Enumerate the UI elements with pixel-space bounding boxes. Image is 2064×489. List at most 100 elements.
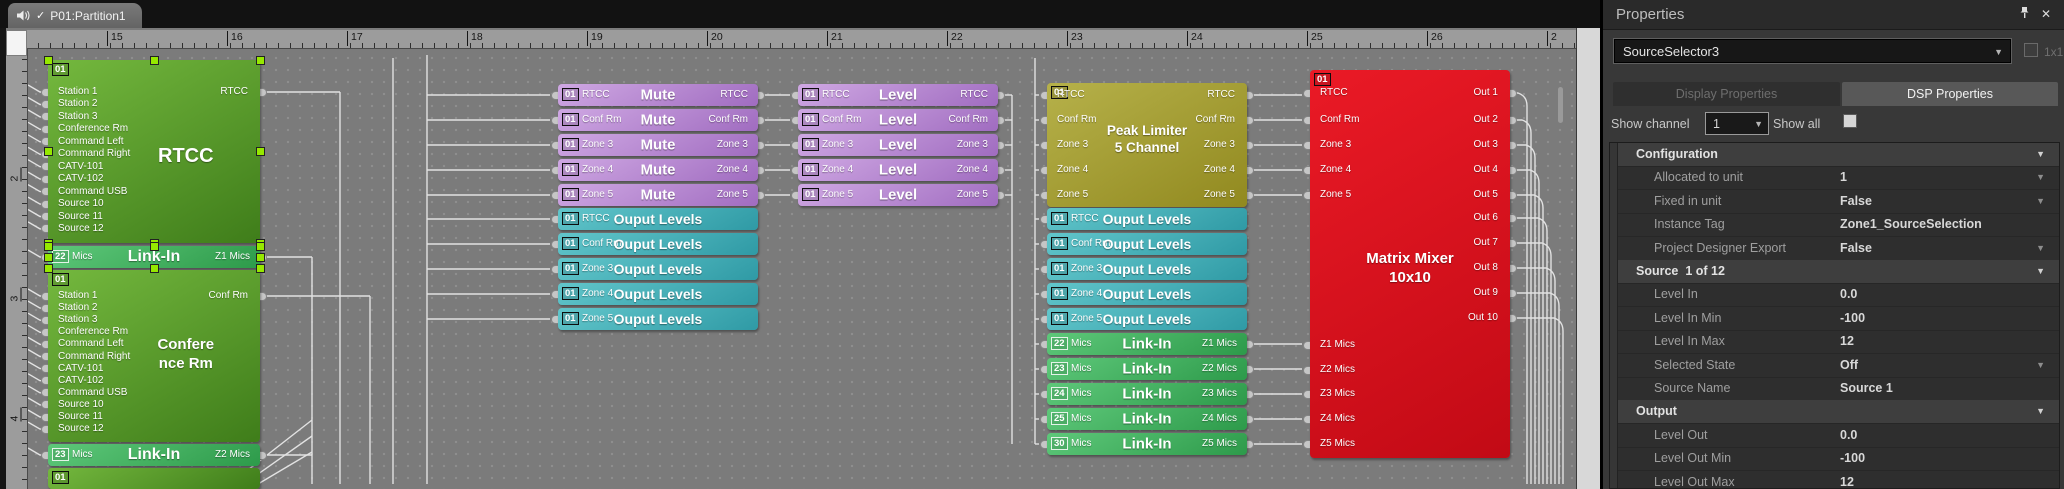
- input-port[interactable]: [1040, 190, 1047, 200]
- input-port[interactable]: [41, 376, 48, 386]
- input-port[interactable]: [41, 124, 48, 134]
- property-value[interactable]: 0.0: [1840, 428, 1858, 442]
- output-port[interactable]: [1247, 165, 1254, 175]
- input-port[interactable]: [41, 327, 48, 337]
- input-port[interactable]: [41, 99, 48, 109]
- output-port[interactable]: [1510, 165, 1517, 175]
- input-port[interactable]: [1303, 389, 1310, 399]
- input-port[interactable]: [41, 87, 48, 97]
- tab-dsp-properties[interactable]: DSP Properties: [1842, 82, 2058, 106]
- block-linkin-r-z5[interactable]: 30 Mics Z5 Mics Link-In: [1047, 433, 1247, 455]
- output-port[interactable]: [1510, 288, 1517, 298]
- property-section-header[interactable]: Source 1 of 12 ▼: [1618, 260, 2059, 284]
- block-mute-zone3[interactable]: 01 Zone 3 Zone 3 Mute: [558, 134, 758, 156]
- selection-handle[interactable]: [255, 252, 265, 262]
- 1x1-checkbox[interactable]: [2024, 43, 2038, 57]
- output-port[interactable]: [998, 140, 1005, 150]
- chevron-down-icon[interactable]: ▼: [2036, 360, 2045, 370]
- chevron-down-icon[interactable]: ▼: [2036, 149, 2045, 159]
- output-port[interactable]: [1247, 115, 1254, 125]
- selection-handle[interactable]: [255, 263, 265, 273]
- output-port[interactable]: [1510, 263, 1517, 273]
- output-port[interactable]: [1510, 313, 1517, 323]
- output-port[interactable]: [1247, 439, 1254, 449]
- input-port[interactable]: [1303, 365, 1310, 375]
- chevron-down-icon[interactable]: ▼: [2036, 406, 2045, 416]
- show-channel-dropdown[interactable]: 1 ▼: [1705, 112, 1769, 135]
- output-port[interactable]: [1247, 414, 1254, 424]
- canvas-scrollbar-thumb[interactable]: [1558, 87, 1563, 123]
- input-port[interactable]: [551, 289, 558, 299]
- input-port[interactable]: [1040, 264, 1047, 274]
- block-selector-3-stub[interactable]: 01: [48, 468, 260, 489]
- output-port[interactable]: [260, 291, 267, 301]
- block-linkin-r-z4[interactable]: 25 Mics Z4 Mics Link-In: [1047, 408, 1247, 430]
- input-port[interactable]: [551, 190, 558, 200]
- chevron-down-icon[interactable]: ▼: [1994, 47, 2003, 57]
- selection-handle[interactable]: [255, 147, 265, 156]
- block-outlvl-l-zone5[interactable]: 01 Zone 5 Ouput Levels: [558, 308, 758, 330]
- block-linkin-r-z2[interactable]: 23 Mics Z2 Mics Link-In: [1047, 358, 1247, 380]
- output-port[interactable]: [758, 165, 765, 175]
- input-port[interactable]: [41, 450, 48, 460]
- block-matrix-mixer[interactable]: 01 RTCC Conf Rm Zone 3 Zone 4 Zone 5 Z1 Mics Z2…: [1310, 70, 1510, 458]
- output-port[interactable]: [998, 115, 1005, 125]
- input-port[interactable]: [41, 291, 48, 301]
- block-mute-zone5[interactable]: 01 Zone 5 Zone 5 Mute: [558, 184, 758, 206]
- input-port[interactable]: [1040, 339, 1047, 349]
- selection-handle[interactable]: [255, 55, 265, 65]
- input-port[interactable]: [41, 212, 48, 221]
- output-port[interactable]: [1247, 364, 1254, 374]
- input-port[interactable]: [791, 140, 798, 150]
- property-value[interactable]: 12: [1840, 334, 1854, 348]
- output-port[interactable]: [758, 190, 765, 200]
- input-port[interactable]: [1040, 214, 1047, 224]
- input-port[interactable]: [41, 364, 48, 374]
- close-icon[interactable]: ✕: [2040, 7, 2052, 21]
- block-linkin-z2[interactable]: 23 Mics Z2 Mics Link-In: [48, 444, 260, 466]
- property-value[interactable]: Zone1_SourceSelection: [1840, 217, 1982, 231]
- block-linkin-z1[interactable]: 22 Mics Z1 Mics Link-In: [48, 246, 260, 268]
- input-port[interactable]: [41, 224, 48, 234]
- property-section-header[interactable]: Configuration ▼: [1618, 143, 2059, 167]
- input-port[interactable]: [41, 199, 48, 209]
- property-value[interactable]: 1: [1840, 170, 1847, 184]
- input-port[interactable]: [791, 115, 798, 125]
- output-port[interactable]: [1247, 140, 1254, 150]
- chevron-down-icon[interactable]: ▼: [2036, 196, 2045, 206]
- block-level-confrm[interactable]: 01 Conf Rm Conf Rm Level: [798, 109, 998, 131]
- block-conference-rm[interactable]: 01 Station 1 Station 2 Station 3 Conference …: [48, 270, 260, 442]
- block-peak-limiter[interactable]: 01 RTCC Conf Rm Zone 3 Zone 4 Zone 5 RTCC Conf …: [1047, 83, 1247, 207]
- input-port[interactable]: [1303, 439, 1310, 449]
- input-port[interactable]: [551, 239, 558, 249]
- chevron-down-icon[interactable]: ▼: [2036, 266, 2045, 276]
- block-outlvl-r-zone4[interactable]: 01 Zone 4 Ouput Levels: [1047, 283, 1247, 305]
- selection-handle[interactable]: [149, 55, 159, 65]
- selection-handle[interactable]: [43, 55, 53, 65]
- input-port[interactable]: [41, 137, 48, 147]
- selection-handle[interactable]: [43, 241, 53, 251]
- output-port[interactable]: [1510, 238, 1517, 248]
- output-port[interactable]: [758, 115, 765, 125]
- input-port[interactable]: [1303, 140, 1310, 150]
- input-port[interactable]: [41, 174, 48, 184]
- block-outlvl-l-rtcc[interactable]: 01 RTCC Ouput Levels: [558, 208, 758, 230]
- input-port[interactable]: [41, 303, 48, 313]
- input-port[interactable]: [551, 314, 558, 324]
- output-port[interactable]: [998, 165, 1005, 175]
- input-port[interactable]: [1040, 115, 1047, 125]
- input-port[interactable]: [41, 412, 48, 422]
- chevron-down-icon[interactable]: ▼: [2036, 243, 2045, 253]
- pin-icon[interactable]: [2016, 6, 2032, 22]
- block-outlvl-r-rtcc[interactable]: 01 RTCC Ouput Levels: [1047, 208, 1247, 230]
- show-all-checkbox[interactable]: [1843, 114, 1857, 128]
- vertical-scrollbar-track[interactable]: [1576, 28, 1601, 489]
- input-port[interactable]: [551, 140, 558, 150]
- chevron-down-icon[interactable]: ▼: [1754, 119, 1763, 129]
- input-port[interactable]: [41, 424, 48, 434]
- property-value[interactable]: -100: [1840, 311, 1866, 325]
- output-port[interactable]: [260, 87, 267, 97]
- input-port[interactable]: [791, 190, 798, 200]
- component-selector-dropdown[interactable]: SourceSelector3 ▼: [1613, 38, 2012, 64]
- selection-handle[interactable]: [43, 147, 53, 156]
